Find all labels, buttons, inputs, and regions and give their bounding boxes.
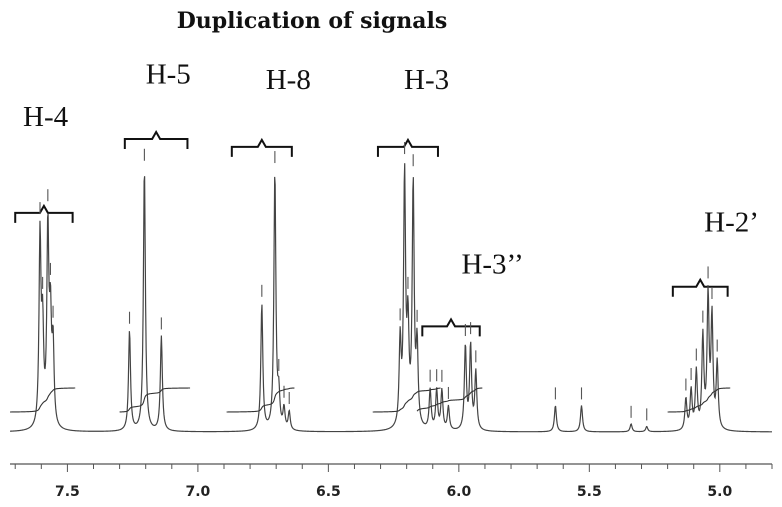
x-tick-label-3: 6.0 <box>446 484 471 500</box>
bracket-0 <box>14 203 74 223</box>
x-tick-label-1: 7.0 <box>185 484 210 500</box>
bracket-4 <box>421 317 481 337</box>
integral-curves <box>9 387 731 413</box>
integral-curve-1 <box>119 387 191 413</box>
peak-label-1: H-5 <box>146 59 191 91</box>
spectrum-trace <box>9 163 773 433</box>
x-axis-ticks: 7.5 7.0 6.5 6.0 5.5 5.0 <box>14 464 773 500</box>
x-tick-label-2: 6.5 <box>316 484 341 500</box>
peak-label-4: H-3’’ <box>461 249 523 281</box>
peak-marker-dashes <box>39 142 718 421</box>
bracket-2 <box>230 137 293 157</box>
peak-label-5: H-2’ <box>704 206 759 238</box>
peak-label-3: H-3 <box>404 64 449 96</box>
integral-curve-4 <box>416 387 483 412</box>
peak-label-0: H-4 <box>23 101 69 133</box>
integral-curve-2 <box>226 387 295 413</box>
chart-title: Duplication of signals <box>177 8 448 34</box>
bracket-5 <box>671 277 729 297</box>
integral-curve-3 <box>372 387 441 413</box>
integral-curve-0 <box>9 387 76 413</box>
bracket-3 <box>376 137 439 157</box>
x-tick-label-5: 5.0 <box>707 484 732 500</box>
x-tick-label-4: 5.5 <box>577 484 602 500</box>
x-tick-label-0: 7.5 <box>55 484 80 500</box>
bracket-1 <box>123 129 189 149</box>
integral-curve-5 <box>667 387 731 413</box>
peak-label-2: H-8 <box>266 64 311 96</box>
peak-annotations: H-4 H-5 H-8 H-3 H-3’’ H-2’ <box>14 59 759 337</box>
